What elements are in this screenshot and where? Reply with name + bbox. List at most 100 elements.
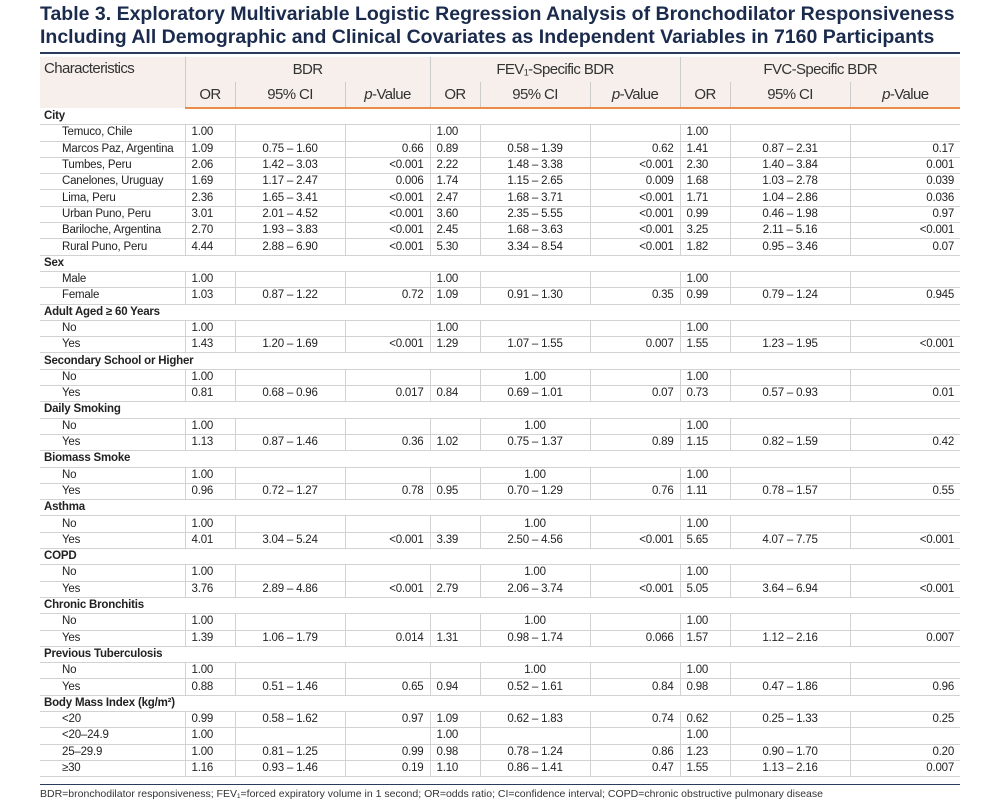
cell: 0.66 bbox=[345, 141, 431, 158]
cell: 1.31 bbox=[430, 630, 481, 647]
row-label: Yes bbox=[40, 434, 186, 452]
row-label: <20–24.9 bbox=[40, 727, 186, 745]
cell: 0.88 bbox=[185, 678, 236, 696]
section-row: Body Mass Index (kg/m²) bbox=[40, 695, 961, 712]
row-label: Yes bbox=[40, 678, 186, 696]
cell: 1.17 – 2.47 bbox=[235, 173, 346, 191]
sub-header-text: 95% CI bbox=[267, 86, 313, 103]
cell: 1.00 bbox=[680, 515, 731, 533]
sub-header: p-Value bbox=[590, 82, 681, 109]
cell: 1.93 – 3.83 bbox=[235, 222, 346, 240]
data-row: Yes 3.76 2.89 – 4.86 <0.001 2.79 2.06 – 3.74 <… bbox=[40, 581, 961, 598]
cell: <0.001 bbox=[850, 222, 961, 240]
cell: 2.89 – 4.86 bbox=[235, 581, 346, 598]
cell: 0.52 – 1.61 bbox=[480, 678, 591, 696]
cell: 2.79 bbox=[430, 581, 481, 598]
cell bbox=[430, 515, 481, 533]
cell bbox=[430, 467, 481, 484]
data-row: Yes 1.39 1.06 – 1.79 0.014 1.31 0.98 – 1.74 0.… bbox=[40, 630, 961, 647]
row-label: No bbox=[40, 613, 186, 631]
cell: 1.10 bbox=[430, 760, 481, 778]
sub-header: 95% CI bbox=[480, 82, 591, 109]
sub-header-row: OR 95% CI p-Value OR 95% CI p-Value OR 95% CI p-… bbox=[40, 82, 961, 109]
cell: 1.55 bbox=[680, 336, 731, 354]
cell bbox=[235, 418, 346, 435]
data-row: Bariloche, Argentina 2.70 1.93 – 3.83 <0.00… bbox=[40, 222, 961, 240]
cell: 1.15 bbox=[680, 434, 731, 452]
cell: 0.95 – 3.46 bbox=[730, 238, 851, 256]
section-row: Sex bbox=[40, 255, 961, 272]
row-label: No bbox=[40, 320, 186, 338]
title: Table 3. Exploratory Multivariable Logis… bbox=[40, 3, 955, 48]
cell bbox=[345, 369, 431, 387]
data-row: Yes 4.01 3.04 – 5.24 <0.001 3.39 2.50 – 4.56 <… bbox=[40, 532, 961, 550]
cell: 1.23 – 1.95 bbox=[730, 336, 851, 354]
cell: 1.12 – 2.16 bbox=[730, 630, 851, 647]
cell: <0.001 bbox=[345, 532, 431, 550]
cell bbox=[590, 467, 681, 484]
cell: 1.09 bbox=[430, 287, 481, 305]
row-label: No bbox=[40, 564, 186, 582]
cell bbox=[235, 467, 346, 484]
cell bbox=[590, 124, 681, 142]
data-row: Marcos Paz, Argentina 1.09 0.75 – 1.60 0.66… bbox=[40, 141, 961, 158]
cell: 1.00 bbox=[430, 727, 481, 745]
cell bbox=[590, 369, 681, 387]
data-row: No 1.00 1.00 1.00 bbox=[40, 662, 961, 680]
cell: 1.11 bbox=[680, 483, 731, 501]
cell: 0.87 – 2.31 bbox=[730, 141, 851, 158]
sub-header-text: OR bbox=[199, 86, 221, 103]
sub-header-text: p-Value bbox=[364, 86, 411, 103]
cell: 1.13 – 2.16 bbox=[730, 760, 851, 778]
section-title: City bbox=[40, 108, 961, 126]
cell: 0.84 bbox=[430, 385, 481, 403]
cell: 0.01 bbox=[850, 385, 961, 403]
cell bbox=[730, 124, 851, 142]
group-header-row: Characteristics BDR FEV₁-Specific BDR FVC-S… bbox=[40, 57, 961, 108]
cell: 0.90 – 1.70 bbox=[730, 744, 851, 761]
data-row: Male 1.00 1.00 1.00 bbox=[40, 271, 961, 289]
cell bbox=[590, 418, 681, 435]
cell: 0.69 – 1.01 bbox=[480, 385, 591, 403]
cell: 0.93 – 1.46 bbox=[235, 760, 346, 778]
row-label: Canelones, Uruguay bbox=[40, 173, 186, 191]
cell: 2.88 – 6.90 bbox=[235, 238, 346, 256]
row-label: Marcos Paz, Argentina bbox=[40, 141, 186, 158]
cell: 1.00 bbox=[430, 271, 481, 289]
cell: 0.35 bbox=[590, 287, 681, 305]
section-title: Chronic Bronchitis bbox=[40, 597, 961, 615]
cell: 0.70 – 1.29 bbox=[480, 483, 591, 501]
cell: 2.11 – 5.16 bbox=[730, 222, 851, 240]
cell bbox=[345, 467, 431, 484]
cell: 1.00 bbox=[185, 744, 236, 761]
data-row: <20–24.9 1.00 1.00 1.00 bbox=[40, 727, 961, 745]
cell: 1.23 bbox=[680, 744, 731, 761]
cell: <0.001 bbox=[590, 238, 681, 256]
regression-table: Characteristics BDR FEV₁-Specific BDR FVC-S… bbox=[40, 57, 961, 778]
cell: 0.42 bbox=[850, 434, 961, 452]
cell: 2.06 – 3.74 bbox=[480, 581, 591, 598]
cell: 0.009 bbox=[590, 173, 681, 191]
cell: 1.00 bbox=[185, 564, 236, 582]
cell: 0.68 – 0.96 bbox=[235, 385, 346, 403]
group-header: FEV₁-Specific BDR bbox=[430, 57, 681, 82]
cell: 5.05 bbox=[680, 581, 731, 598]
section-row: City bbox=[40, 108, 961, 126]
cell: 0.96 bbox=[850, 678, 961, 696]
cell: 0.006 bbox=[345, 173, 431, 191]
cell: 5.30 bbox=[430, 238, 481, 256]
cell bbox=[345, 662, 431, 680]
cell bbox=[345, 271, 431, 289]
cell: 2.45 bbox=[430, 222, 481, 240]
cell bbox=[850, 369, 961, 387]
table-header: Characteristics BDR FEV₁-Specific BDR FVC-S… bbox=[40, 57, 961, 109]
sub-header: OR bbox=[185, 82, 236, 109]
cell: 0.20 bbox=[850, 744, 961, 761]
row-label: No bbox=[40, 369, 186, 387]
cell: 2.47 bbox=[430, 189, 481, 207]
cell: 1.13 bbox=[185, 434, 236, 452]
cell: 1.00 bbox=[680, 613, 731, 631]
cell: 1.00 bbox=[185, 271, 236, 289]
cell: 5.65 bbox=[680, 532, 731, 550]
